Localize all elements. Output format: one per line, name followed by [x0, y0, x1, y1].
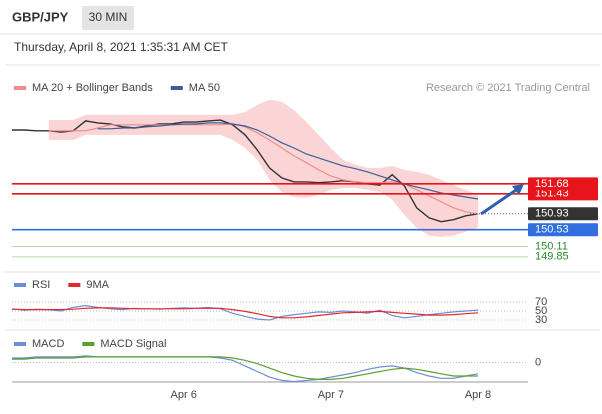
level-tag: [528, 207, 598, 221]
series-line: [97, 122, 479, 200]
x-tick-label: Apr 8: [465, 389, 491, 401]
symbol: GBP/JPY: [12, 9, 69, 24]
level-label: 150.11: [535, 240, 568, 252]
legend-swatch: [170, 86, 183, 90]
legend-swatch: [68, 283, 81, 287]
level-label: 150.53: [535, 224, 569, 236]
legend-label: MACD Signal: [100, 338, 166, 350]
x-tick-label: Apr 6: [171, 389, 197, 401]
legend-swatch: [14, 283, 26, 287]
y-tick-label: 30: [535, 314, 547, 326]
timestamp: Thursday, April 8, 2021 1:35:31 AM CET: [14, 40, 229, 54]
level-tag: [528, 223, 598, 237]
legend-swatch: [82, 342, 95, 346]
level-tag: [528, 177, 598, 191]
level-label: 150.93: [535, 208, 569, 220]
interval[interactable]: 30 MIN: [89, 10, 128, 24]
level-label: 151.43: [535, 188, 569, 200]
interval-badge[interactable]: [82, 6, 134, 30]
bollinger-band: [48, 99, 478, 237]
legend-label: RSI: [32, 279, 50, 291]
series-line: [12, 356, 478, 380]
legend-label: MA 20 + Bollinger Bands: [32, 82, 153, 94]
series-line: [12, 355, 479, 383]
level-tag: [528, 187, 598, 201]
legend-label: 9MA: [86, 279, 109, 291]
series-line: [11, 307, 479, 319]
y-tick-label: 70: [535, 296, 547, 308]
legend-label: MA 50: [189, 82, 220, 94]
forecast-arrowhead: [512, 184, 524, 195]
x-tick-label: Apr 7: [318, 389, 344, 401]
y-tick-label: 0: [535, 356, 541, 368]
legend-swatch: [14, 86, 26, 90]
forecast-arrow: [480, 186, 520, 216]
level-label: 151.68: [535, 178, 569, 190]
credit: Research © 2021 Trading Central: [426, 82, 590, 94]
level-label: 149.85: [535, 251, 569, 263]
series-line: [11, 304, 479, 321]
legend-label: MACD: [32, 338, 64, 350]
legend-swatch: [14, 342, 26, 346]
y-tick-label: 50: [535, 305, 547, 317]
